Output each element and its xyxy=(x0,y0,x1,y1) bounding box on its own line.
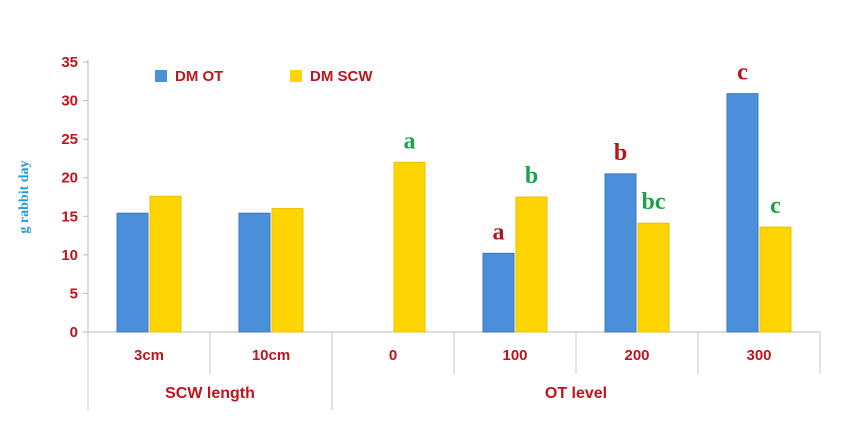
x-group-label: OT level xyxy=(545,385,607,402)
bar-dm-ot xyxy=(604,173,637,333)
y-tick-label: 30 xyxy=(61,93,78,110)
bar-dm-scw xyxy=(637,222,670,333)
significance-letter: b xyxy=(525,163,538,189)
y-tick-label: 25 xyxy=(61,131,78,148)
legend: DM OT DM SCW xyxy=(155,68,373,85)
bar-dm-ot xyxy=(726,93,759,333)
y-tick-label: 20 xyxy=(61,170,78,187)
bar-dm-scw xyxy=(515,196,548,333)
significance-letter: c xyxy=(737,60,748,86)
x-tick-label: 300 xyxy=(746,347,771,364)
x-group-label: SCW length xyxy=(165,385,255,402)
bar-dm-ot xyxy=(482,252,515,333)
legend-swatch xyxy=(290,70,302,82)
bar-dm-scw xyxy=(271,208,304,333)
bar-dm-ot xyxy=(116,212,149,333)
axes: 0 5 10 15 20 25 30 35 3cm 10cm 0 100 200 300 SCW lengt… xyxy=(61,54,821,410)
y-tick-label: 15 xyxy=(61,208,78,225)
x-tick-label: 3cm xyxy=(134,347,164,364)
y-axis-label: g rabbit day xyxy=(17,160,32,233)
bar-dm-ot xyxy=(238,212,271,333)
bar-dm-scw xyxy=(759,226,792,333)
bar-dm-scw xyxy=(393,161,426,333)
significance-letter: c xyxy=(770,193,781,219)
x-tick-label: 200 xyxy=(624,347,649,364)
x-tick-label: 0 xyxy=(389,347,397,364)
y-tick-label: 35 xyxy=(61,54,78,71)
y-tick-label: 10 xyxy=(61,247,78,264)
significance-letter: bc xyxy=(642,189,666,215)
x-tick-label: 100 xyxy=(502,347,527,364)
y-tick-label: 0 xyxy=(70,324,78,341)
bar-dm-scw xyxy=(149,195,182,333)
legend-label: DM OT xyxy=(175,68,223,85)
significance-letter: b xyxy=(614,140,627,166)
x-tick-label: 10cm xyxy=(252,347,290,364)
significance-letter: a xyxy=(493,219,505,245)
y-tick-label: 5 xyxy=(70,285,78,302)
bars xyxy=(116,93,792,333)
significance-letter: a xyxy=(404,128,416,154)
legend-swatch xyxy=(155,70,167,82)
legend-label: DM SCW xyxy=(310,68,373,85)
